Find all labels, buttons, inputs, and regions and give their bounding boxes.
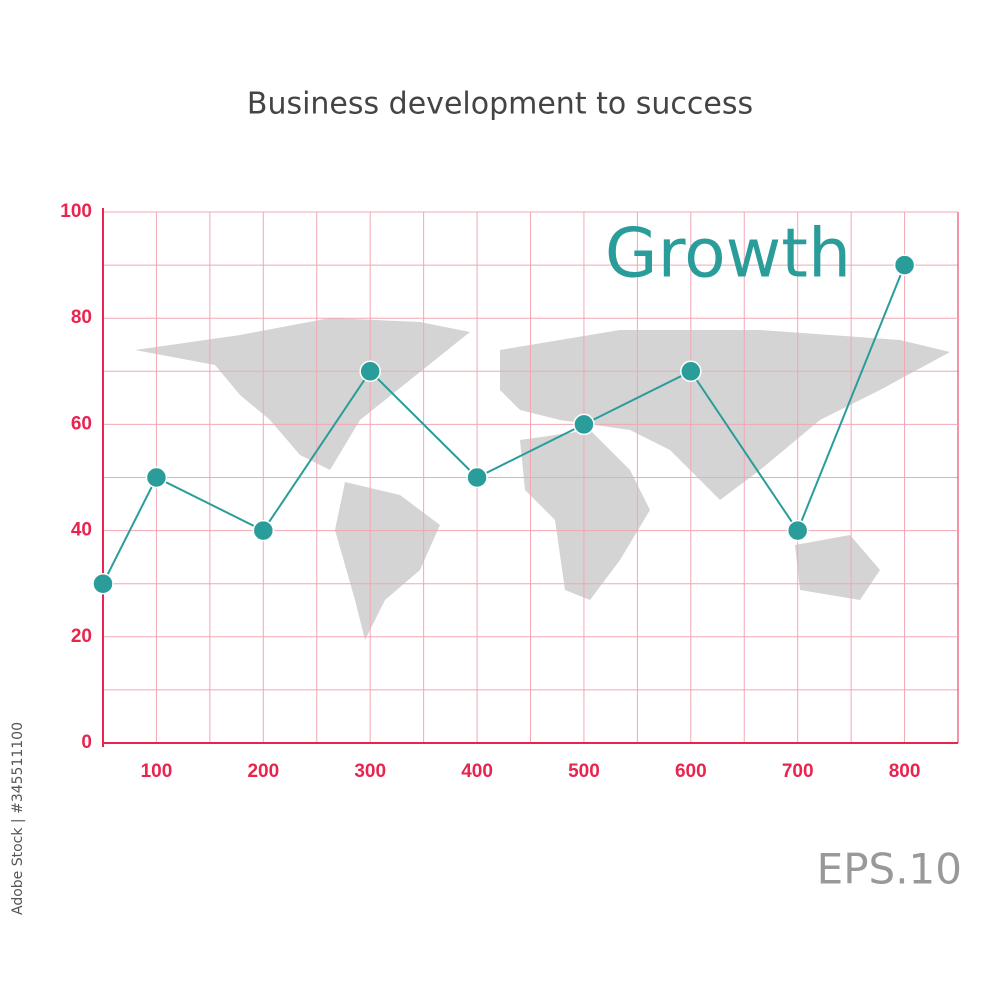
annotation: Adobe Stock | #345511100 — [10, 722, 26, 915]
y-tick-label: 100 — [60, 201, 92, 222]
point — [893, 254, 916, 276]
point — [680, 360, 702, 383]
x-tick-label: 200 — [247, 761, 279, 782]
x-tick-label: 600 — [675, 761, 707, 782]
point — [573, 413, 595, 436]
point — [466, 466, 488, 489]
point — [786, 519, 809, 542]
world-map — [135, 318, 950, 640]
point — [359, 360, 381, 383]
y-tick-label: 20 — [71, 626, 92, 647]
y-tick-label: 80 — [71, 307, 92, 328]
x-tick-label: 300 — [354, 761, 386, 782]
annotation: EPS.10 — [817, 845, 962, 894]
x-tick-label: 800 — [889, 761, 921, 782]
point — [92, 572, 114, 595]
y-tick-label: 0 — [81, 732, 92, 753]
series-label: Growth — [605, 215, 851, 294]
chart-title: Business development to success — [247, 87, 753, 122]
y-tick-label: 40 — [71, 520, 92, 541]
grid — [102, 208, 959, 747]
plot — [92, 254, 916, 595]
x-tick-label: 400 — [461, 761, 493, 782]
y-tick-label: 60 — [71, 413, 92, 434]
point — [252, 519, 275, 542]
point — [145, 466, 168, 489]
x-tick-label: 100 — [141, 761, 173, 782]
x-tick-label: 700 — [782, 761, 814, 782]
x-tick-label: 500 — [568, 761, 600, 782]
